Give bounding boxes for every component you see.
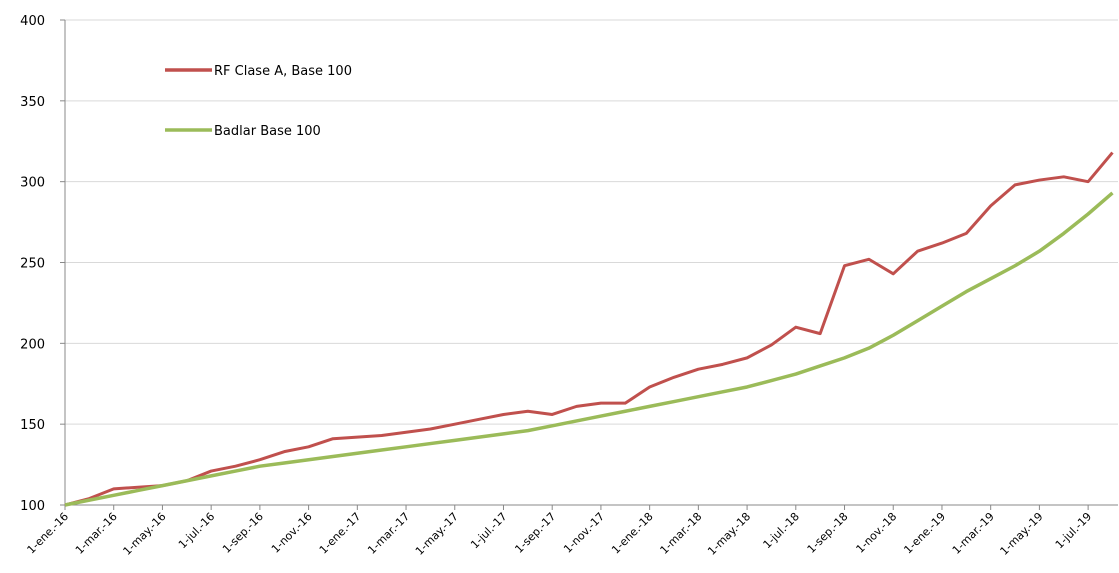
- y-tick-label: 400: [20, 14, 45, 29]
- x-tick-label: 1-mar.-18: [658, 510, 705, 557]
- legend-label: RF Clase A, Base 100: [214, 64, 352, 79]
- x-tick-label: 1-ene.-17: [317, 510, 364, 557]
- x-tick-label: 1-jul.-16: [176, 510, 217, 551]
- series-line: [64, 151, 1114, 507]
- y-tick-label: 250: [20, 257, 45, 272]
- y-tick-label: 200: [20, 337, 45, 352]
- y-tick-label: 350: [20, 95, 45, 110]
- x-tick-label: 1-ene.-19: [901, 510, 948, 557]
- x-tick-label: 1-mar.-16: [73, 510, 120, 557]
- x-tick-label: 1-mar.-17: [365, 510, 412, 557]
- series-line: [64, 191, 1114, 507]
- x-tick-label: 1-may.-18: [705, 510, 753, 558]
- x-tick-label: 1-mar.-19: [950, 510, 997, 557]
- x-tick-label: 1-ene.-16: [24, 510, 71, 557]
- y-tick-label: 150: [20, 418, 45, 433]
- x-tick-label: 1-jul.-18: [761, 510, 802, 551]
- x-tick-label: 1-jul.-17: [468, 510, 509, 551]
- x-tick-label: 1-may.-19: [998, 510, 1046, 558]
- y-tick-label: 300: [20, 176, 45, 191]
- y-tick-label: 100: [20, 499, 45, 514]
- x-tick-label: 1-nov.-17: [561, 510, 607, 556]
- x-tick-label: 1-nov.-16: [269, 510, 315, 556]
- x-tick-label: 1-may.-16: [121, 510, 169, 558]
- x-tick-label: 1-sep.-16: [220, 510, 266, 556]
- x-tick-label: 1-sep.-18: [805, 510, 851, 556]
- x-tick-label: 1-may.-17: [413, 510, 461, 558]
- x-tick-label: 1-jul.-19: [1053, 510, 1094, 551]
- x-tick-label: 1-sep.-17: [512, 510, 558, 556]
- legend-label: Badlar Base 100: [214, 124, 321, 139]
- x-tick-label: 1-ene.-18: [609, 510, 656, 557]
- x-tick-label: 1-nov.-18: [854, 510, 900, 556]
